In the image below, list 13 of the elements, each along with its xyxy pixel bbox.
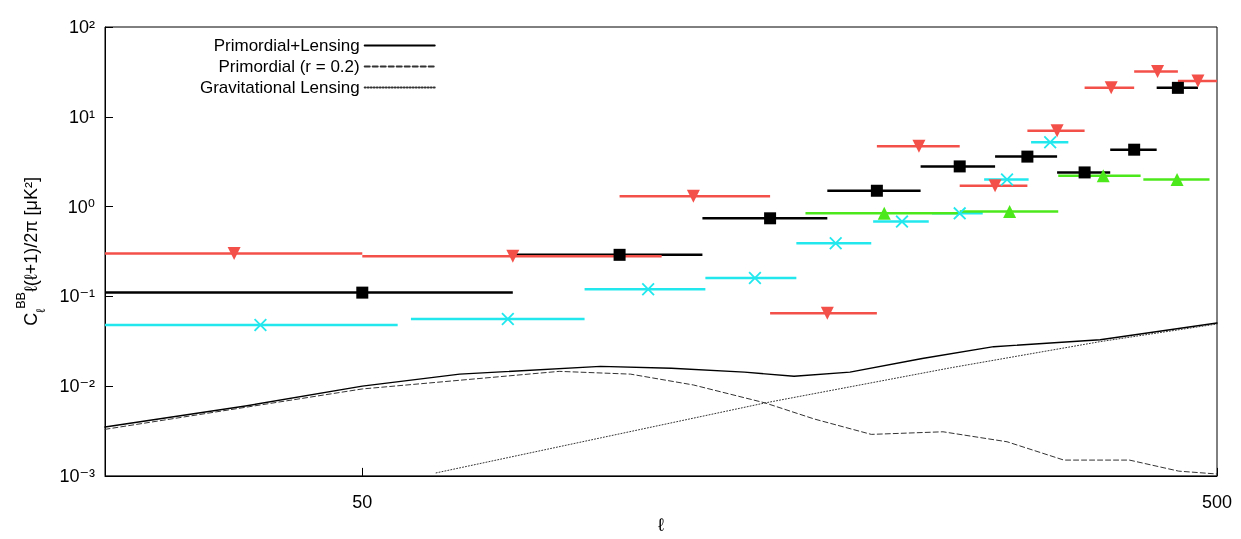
y-tick-label: 10⁻³ bbox=[59, 465, 95, 486]
y-tick-label: 10⁰ bbox=[67, 196, 95, 217]
y-tick-label: 10¹ bbox=[68, 106, 96, 127]
x-tick-label: 50 bbox=[352, 492, 373, 513]
legend-label: Primordial+Lensing bbox=[213, 36, 360, 55]
legend-label: Gravitational Lensing bbox=[199, 78, 360, 97]
y-tick-label: 10⁻² bbox=[59, 376, 95, 397]
x-axis-title: ℓ bbox=[658, 515, 665, 535]
y-axis-title: CℓBBℓ(ℓ+1)/2π [μK²] bbox=[14, 177, 48, 326]
legend-label: Primordial (r = 0.2) bbox=[218, 57, 360, 76]
y-tick-label: 10² bbox=[68, 17, 96, 37]
y-tick-label: 10⁻¹ bbox=[59, 286, 95, 307]
x-tick-label: 500 bbox=[1201, 492, 1233, 513]
